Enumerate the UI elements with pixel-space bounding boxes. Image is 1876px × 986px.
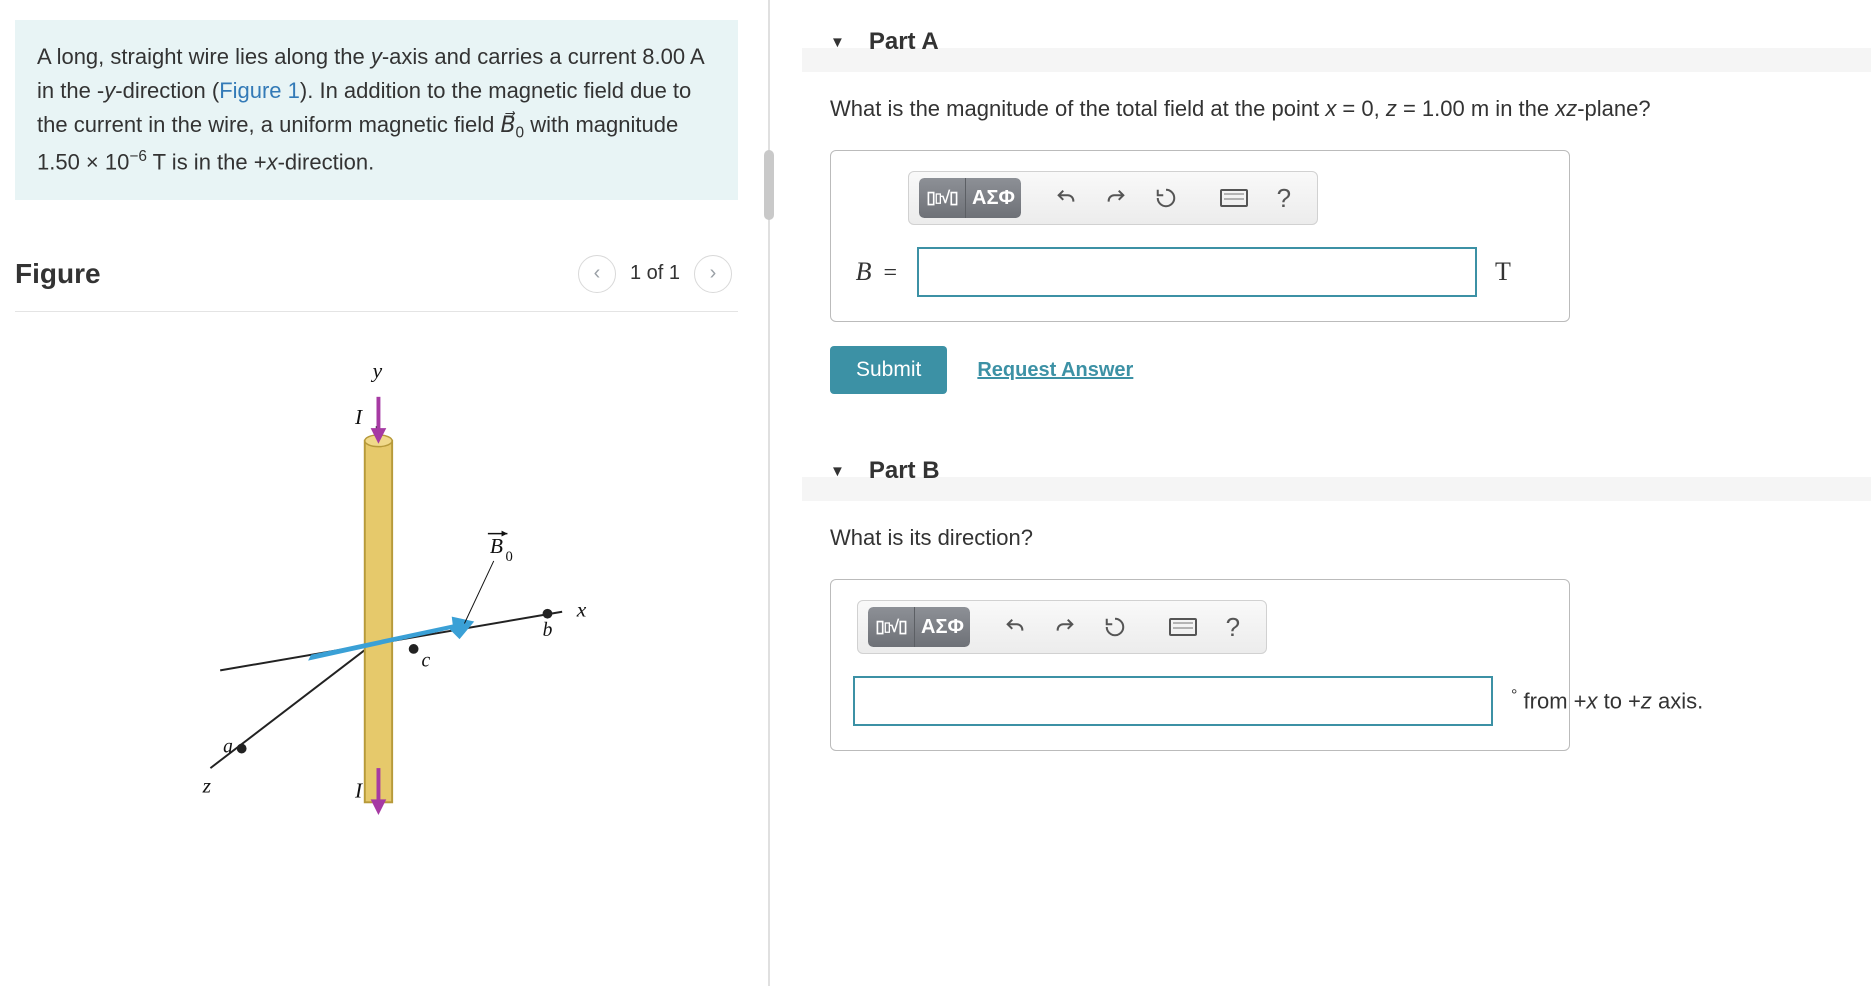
part-a-unit: T: [1495, 257, 1511, 287]
redo-button[interactable]: [1042, 607, 1088, 647]
part-a-toolbar: ▯▯√▯ ΑΣΦ ?: [908, 171, 1318, 225]
figure-diagram: x y z I I: [15, 342, 738, 862]
svg-text:c: c: [421, 650, 430, 671]
part-b-toolbar: ▯▯√▯ ΑΣΦ ?: [857, 600, 1267, 654]
figure-index: 1 of 1: [630, 262, 680, 285]
reset-button[interactable]: [1092, 607, 1138, 647]
greek-button[interactable]: ΑΣΦ: [914, 607, 970, 647]
part-b-input[interactable]: [853, 676, 1493, 726]
answer-panel: ▼ Part A What is the magnitude of the to…: [770, 0, 1876, 986]
part-a-request-answer-link[interactable]: Request Answer: [977, 359, 1133, 382]
svg-text:a: a: [223, 736, 233, 757]
caret-down-icon: ▼: [830, 463, 845, 480]
part-a-title: Part A: [869, 28, 939, 56]
figure-prev-button[interactable]: ‹: [578, 255, 616, 293]
axis-x-label: x: [576, 598, 587, 622]
point-a: [237, 744, 247, 754]
b0-arrow: B 0: [308, 531, 513, 661]
greek-button[interactable]: ΑΣΦ: [965, 178, 1021, 218]
svg-text:I: I: [354, 778, 363, 802]
keyboard-button[interactable]: [1160, 607, 1206, 647]
part-b-unit: ° from +x to +z axis.: [1511, 687, 1703, 714]
problem-panel: A long, straight wire lies along the y-a…: [0, 0, 770, 986]
keyboard-button[interactable]: [1211, 178, 1257, 218]
undo-button[interactable]: [1043, 178, 1089, 218]
templates-button[interactable]: ▯▯√▯: [919, 178, 965, 218]
caret-down-icon: ▼: [830, 34, 845, 51]
part-a-input[interactable]: [917, 247, 1477, 297]
part-a-submit-button[interactable]: Submit: [830, 346, 947, 394]
svg-text:I: I: [354, 405, 363, 429]
part-b-answer-frame: ▯▯√▯ ΑΣΦ ? ° from +x to +z axis.: [830, 579, 1570, 751]
part-a-answer-frame: ▯▯√▯ ΑΣΦ ? B = T: [830, 150, 1570, 322]
undo-button[interactable]: [992, 607, 1038, 647]
help-button[interactable]: ?: [1210, 607, 1256, 647]
part-a-question: What is the magnitude of the total field…: [830, 92, 1866, 125]
figure-next-button[interactable]: ›: [694, 255, 732, 293]
part-b-header[interactable]: ▼ Part B: [830, 449, 1866, 493]
point-b: [543, 609, 553, 619]
figure-header: Figure ‹ 1 of 1 ›: [15, 255, 738, 312]
part-b-question: What is its direction?: [830, 521, 1866, 554]
figure-title: Figure: [15, 258, 572, 290]
keyboard-icon: [1220, 189, 1248, 207]
keyboard-icon: [1169, 618, 1197, 636]
svg-text:0: 0: [505, 549, 512, 565]
b0-label: B: [490, 534, 503, 558]
help-button[interactable]: ?: [1261, 178, 1307, 218]
axis-y-label: y: [371, 358, 383, 382]
point-c: [409, 644, 419, 654]
part-a-prefix: B =: [853, 257, 899, 287]
problem-statement: A long, straight wire lies along the y-a…: [15, 20, 738, 200]
redo-button[interactable]: [1093, 178, 1139, 218]
wire: [365, 441, 392, 803]
svg-text:b: b: [543, 620, 553, 641]
axis-z-label: z: [202, 773, 212, 797]
reset-button[interactable]: [1143, 178, 1189, 218]
part-b-title: Part B: [869, 457, 940, 485]
part-a-header[interactable]: ▼ Part A: [830, 20, 1866, 64]
templates-button[interactable]: ▯▯√▯: [868, 607, 914, 647]
